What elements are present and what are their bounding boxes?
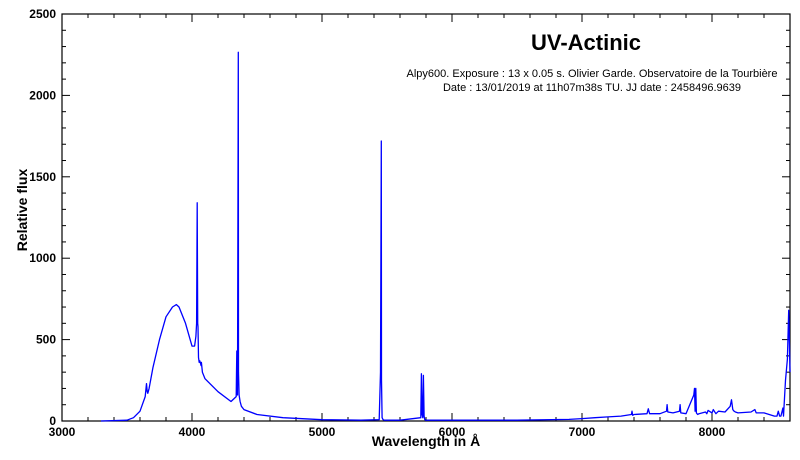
y-tick-label: 1000 xyxy=(29,251,56,265)
x-tick-label: 6000 xyxy=(439,425,466,439)
x-tick-label: 4000 xyxy=(179,425,206,439)
y-axis-ticks: 0 500 1000 1500 2000 2500 xyxy=(29,7,790,428)
x-tick-label: 8000 xyxy=(699,425,726,439)
y-tick-label: 0 xyxy=(49,414,56,428)
series-group xyxy=(100,51,791,422)
y-tick-label: 1500 xyxy=(29,170,56,184)
annotation-line-1: Alpy600. Exposure : 13 x 0.05 s. Olivier… xyxy=(407,68,778,80)
y-tick-label: 2500 xyxy=(29,7,56,21)
y-tick-label: 2000 xyxy=(29,88,56,102)
annotation-line-2: Date : 13/01/2019 at 11h07m38s TU. JJ da… xyxy=(443,82,741,94)
x-tick-label: 7000 xyxy=(569,425,596,439)
y-axis-title: Relative flux xyxy=(14,169,30,252)
x-axis-title: Wavelength in Å xyxy=(372,433,480,449)
x-tick-label: 5000 xyxy=(309,425,336,439)
y-tick-label: 500 xyxy=(36,333,56,347)
x-tick-label: 3000 xyxy=(49,425,76,439)
spectrum-line xyxy=(100,51,791,422)
chart-title: UV-Actinic xyxy=(531,30,641,55)
